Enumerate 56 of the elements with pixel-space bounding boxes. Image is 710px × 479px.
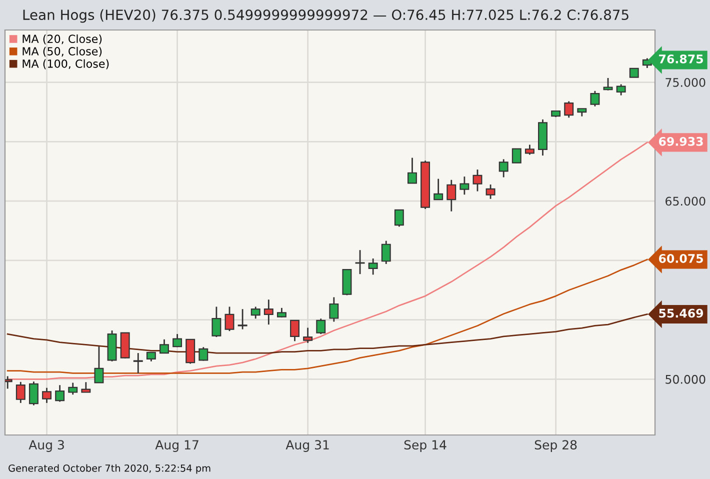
candlestick xyxy=(498,158,508,178)
text: 76.875 xyxy=(659,54,703,64)
candlestick xyxy=(303,327,313,344)
candlestick xyxy=(290,320,300,342)
candlestick xyxy=(160,338,169,354)
candlestick xyxy=(486,184,496,200)
candlestick xyxy=(186,338,196,364)
y-tick-label: 75.000 xyxy=(666,78,706,87)
candlestick xyxy=(407,157,417,184)
candlestick xyxy=(42,387,52,404)
candlestick xyxy=(16,381,26,404)
candlestick xyxy=(381,240,391,265)
candlestick xyxy=(28,380,38,406)
x-tick-label: Aug 17 xyxy=(155,440,198,452)
candlestick xyxy=(616,84,626,96)
legend-label: MA (20, Close) xyxy=(22,34,102,44)
candlestick xyxy=(472,168,482,192)
data-label: 69.933 xyxy=(658,136,703,146)
x-tick-label: Aug 31 xyxy=(286,440,329,452)
candlestick xyxy=(250,306,260,320)
y-tick-label: 65.000 xyxy=(666,196,706,206)
legend-label: MA (50, Close) xyxy=(22,46,102,57)
candlestick xyxy=(460,176,470,196)
text: Generated October 7th 2020, 5:22:54 pm xyxy=(8,464,210,474)
candlestick xyxy=(590,90,600,108)
candlestick xyxy=(512,148,522,164)
candlestick xyxy=(264,298,274,326)
legend-label: MA (100, Close) xyxy=(22,59,109,70)
candlestick xyxy=(198,346,208,362)
chart-title: Lean Hogs (HEV20) 76.375 0.5499999999999972 — O:76.45 H:77.025 L:76.2 C:76.875 xyxy=(23,9,628,23)
candlestick xyxy=(94,346,104,384)
candlestick xyxy=(564,100,574,118)
candlestick xyxy=(368,258,378,276)
data-label: 60.075 xyxy=(658,254,703,263)
candlestick xyxy=(133,352,143,374)
candlestick xyxy=(81,381,91,394)
candlestick xyxy=(394,209,404,228)
candlestick xyxy=(172,333,182,348)
candlestick xyxy=(276,307,286,318)
candlestick xyxy=(524,144,534,156)
candlestick xyxy=(55,384,65,402)
candlestick xyxy=(68,382,78,396)
x-tick-label: Aug 3 xyxy=(28,440,64,452)
candlestick xyxy=(355,249,365,275)
candlestick xyxy=(224,306,234,332)
x-tick-label: Sep 14 xyxy=(404,440,446,452)
y-tick-label: 50.000 xyxy=(666,374,706,384)
candlestick xyxy=(329,296,339,322)
candlestick xyxy=(238,308,248,330)
candlestick xyxy=(603,77,613,92)
data-label: 55.469 xyxy=(659,308,704,318)
candlestick xyxy=(446,179,456,212)
candlestick xyxy=(212,306,222,338)
x-tick-label: Sep 28 xyxy=(534,440,577,452)
candlestick xyxy=(434,178,444,200)
candlestick xyxy=(316,318,326,335)
